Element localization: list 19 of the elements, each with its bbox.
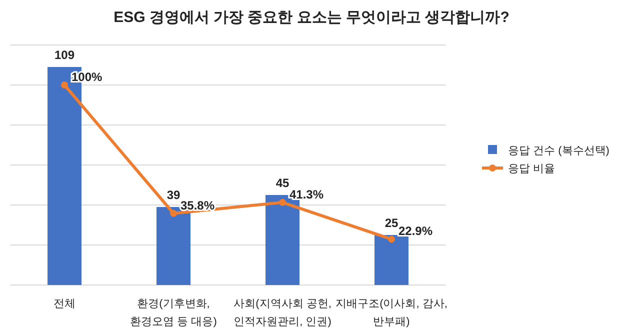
point	[279, 198, 286, 206]
data-label: 45	[276, 176, 290, 190]
point	[388, 236, 395, 243]
data-label: 35.8%	[180, 198, 215, 212]
x-tick-label: 전체	[54, 298, 76, 310]
data-label: 25	[384, 216, 398, 230]
legend-label: 응답 건수 (복수선택)	[508, 145, 610, 157]
legend-label: 응답 비율	[508, 163, 556, 175]
data-label: 41.3%	[290, 187, 324, 202]
x-tick-label: 사회(지역사회 공헌, 인적자원관리, 인권)	[234, 298, 332, 328]
bar	[374, 235, 408, 285]
x-tick-label: 환경(기후변화, 환경오염 등 대응)	[130, 298, 217, 328]
point	[61, 82, 68, 88]
chart-title: ESG 경영에서 가장 중요한 요소는 무엇이라고 생각합니까?	[114, 9, 510, 26]
point	[170, 210, 177, 217]
data-label: 22.9%	[398, 224, 433, 238]
data-label: 39	[166, 188, 180, 202]
x-tick-label: 지배구조(이사회, 감사, 반부패)	[336, 298, 448, 328]
data-label: 109	[54, 48, 75, 62]
